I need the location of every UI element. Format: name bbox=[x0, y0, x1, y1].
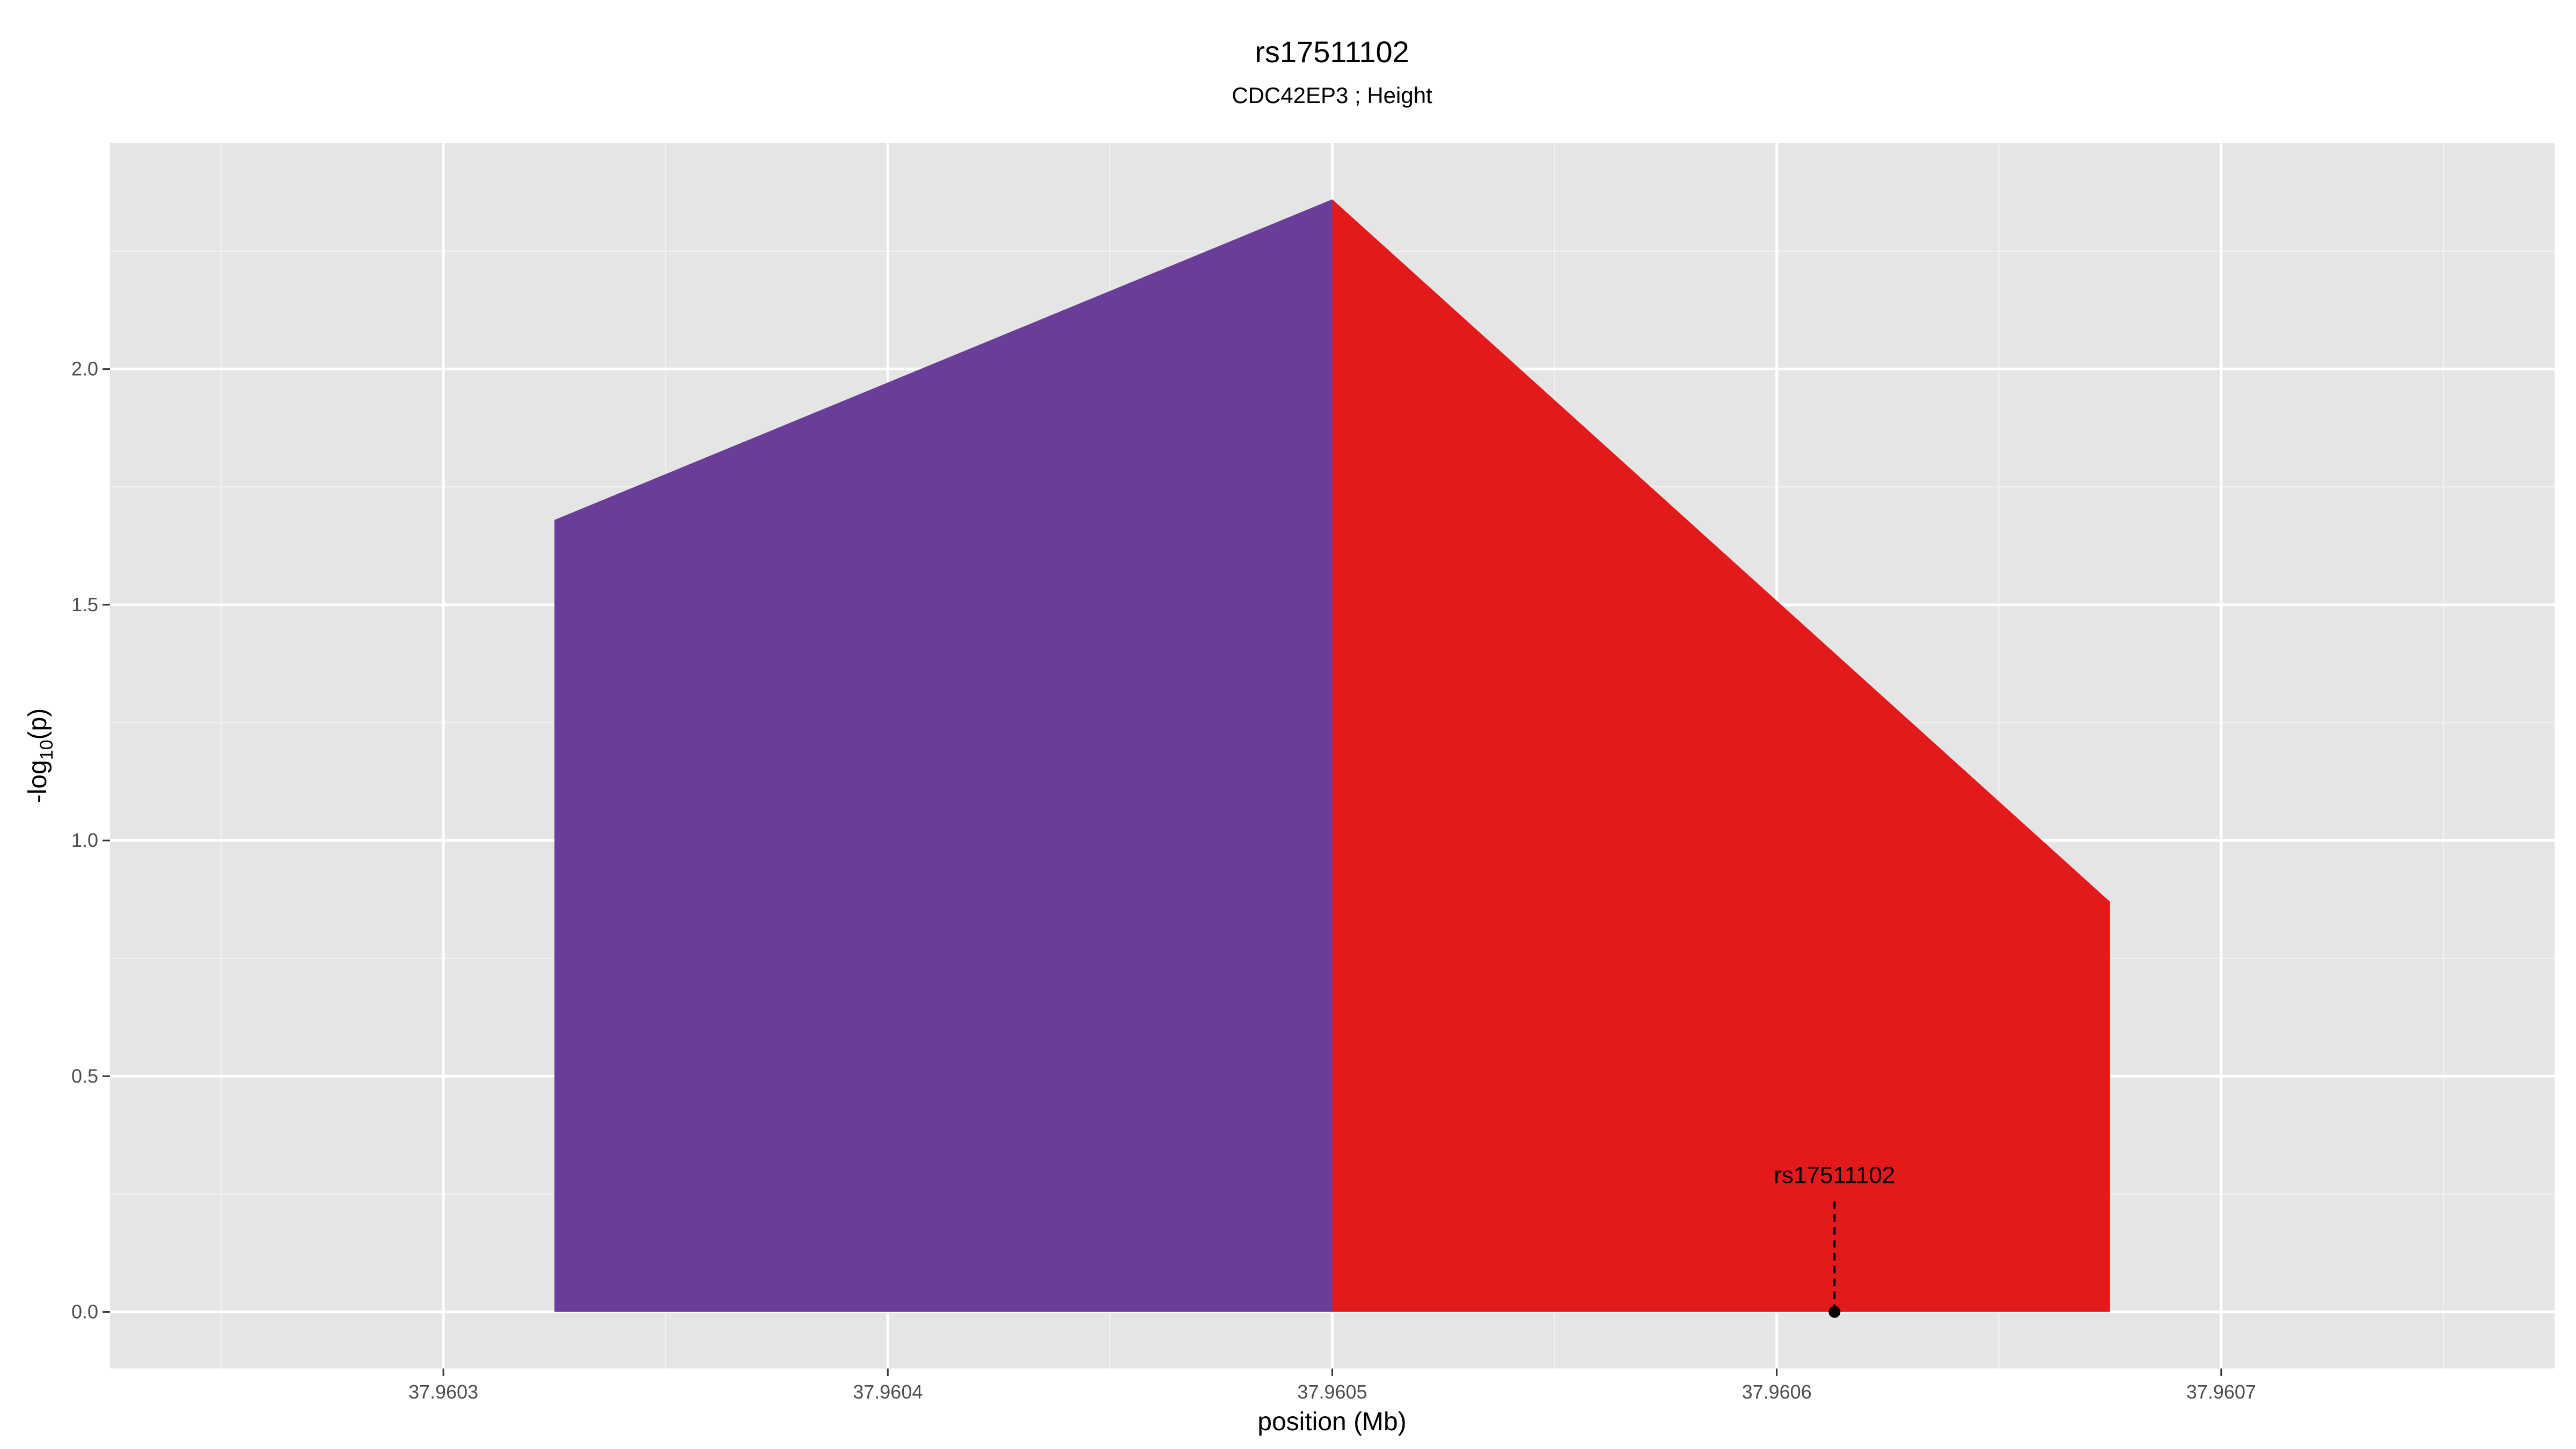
x-tick-label: 37.9604 bbox=[853, 1381, 923, 1403]
area-series bbox=[554, 199, 2110, 1312]
x-tick-label: 37.9603 bbox=[408, 1381, 478, 1403]
y-tick-label: 0.5 bbox=[71, 1065, 98, 1087]
y-tick-label: 2.0 bbox=[71, 358, 98, 380]
x-tick-label: 37.9605 bbox=[1297, 1381, 1367, 1403]
y-tick-label: 1.0 bbox=[71, 829, 98, 851]
area-series-2 bbox=[1332, 199, 2110, 1312]
area-series-1 bbox=[554, 199, 1333, 1312]
y-tick-label: 0.0 bbox=[71, 1301, 98, 1323]
snp-marker-label: rs17511102 bbox=[1774, 1162, 1895, 1189]
x-axis-title: position (Mb) bbox=[1257, 1408, 1406, 1436]
y-axis-title: -log10(p) bbox=[24, 708, 57, 803]
y-axis-title-subscript: 10 bbox=[36, 740, 57, 760]
y-tick-label: 1.5 bbox=[71, 594, 98, 616]
y-axis: 0.0 0.5 1.0 1.5 2.0 bbox=[71, 358, 110, 1323]
chart-title: rs17511102 bbox=[1255, 35, 1409, 69]
y-axis-title-main: -log bbox=[24, 760, 52, 803]
x-tick-label: 37.9606 bbox=[1742, 1381, 1812, 1403]
x-tick-label: 37.9607 bbox=[2186, 1381, 2256, 1403]
chart-subtitle: CDC42EP3 ; Height bbox=[1232, 83, 1432, 108]
y-axis-title-tail: (p) bbox=[24, 708, 52, 740]
snp-annotation: rs17511102 bbox=[1774, 1162, 1895, 1318]
snp-marker-point bbox=[1828, 1306, 1841, 1318]
x-axis: 37.9603 37.9604 37.9605 37.9606 37.9607 bbox=[408, 1368, 2256, 1403]
